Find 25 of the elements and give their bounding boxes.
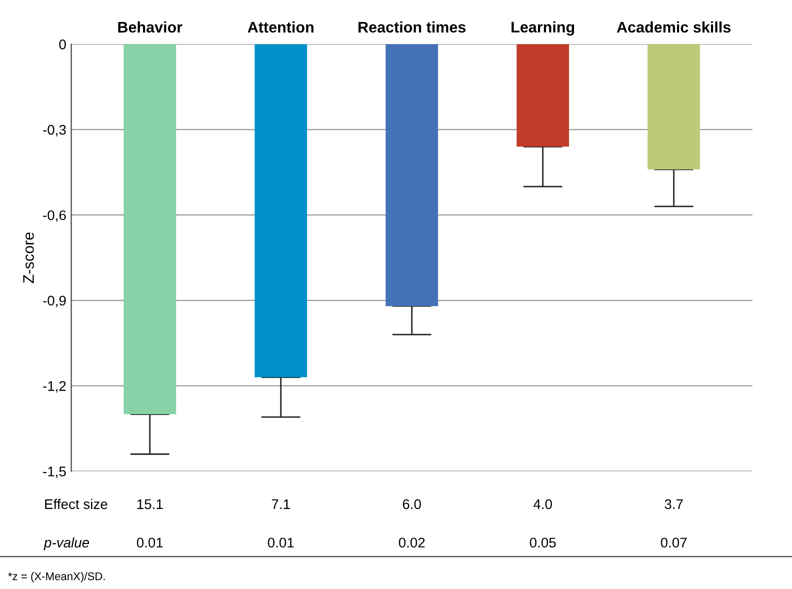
x-tick-label: Attention <box>248 21 314 33</box>
y-tick-label: 0 <box>59 40 66 50</box>
x-tick-label: Academic skills <box>616 21 731 33</box>
text: 6.0 <box>402 499 421 510</box>
x-tick-label: Learning <box>512 21 574 36</box>
y-tick-label: -0,3 <box>43 124 66 136</box>
y-tick-label: -0,6 <box>43 210 66 222</box>
x-tick-label: Reaction times <box>358 21 466 33</box>
x-tick-label: Behavior <box>118 21 182 33</box>
y-axis-title: Z-score <box>23 232 34 284</box>
y-tick-label: -1,5 <box>43 466 66 478</box>
text: 0.02 <box>398 538 425 548</box>
text: 15.1 <box>137 499 163 510</box>
text: p-value <box>44 537 90 550</box>
text: 0.01 <box>268 538 294 548</box>
y-tick-label: -1,2 <box>43 381 66 393</box>
text: 3.7 <box>664 499 683 510</box>
text: 0.07 <box>660 538 687 548</box>
text: Effect size <box>45 498 108 510</box>
y-tick-label: -0,9 <box>43 296 66 308</box>
text: 7.1 <box>272 499 290 509</box>
text: 0.01 <box>136 538 163 548</box>
text: 0.05 <box>530 538 556 548</box>
text: *z = (X-MeanX)/SD. <box>8 572 105 582</box>
text: 4.0 <box>533 499 552 510</box>
